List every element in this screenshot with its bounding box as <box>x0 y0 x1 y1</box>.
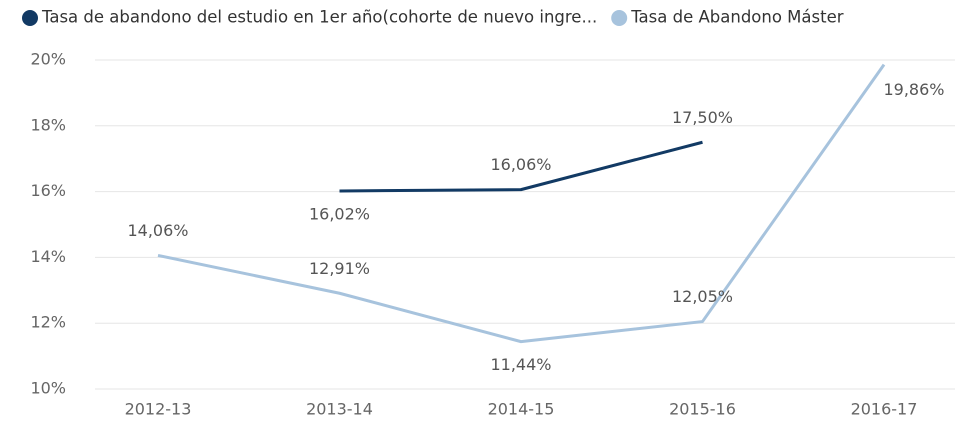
y-tick-label: 12% <box>30 313 66 332</box>
x-tick-label: 2014-15 <box>488 400 555 419</box>
y-tick-label: 10% <box>30 379 66 398</box>
legend-marker <box>22 10 38 26</box>
data-label: 14,06% <box>127 221 188 240</box>
data-label: 17,50% <box>672 108 733 127</box>
x-tick-label: 2015-16 <box>669 400 736 419</box>
y-tick-label: 20% <box>30 50 66 69</box>
x-tick-label: 2016-17 <box>851 400 918 419</box>
legend-marker <box>611 10 628 26</box>
y-tick-label: 16% <box>30 181 66 200</box>
x-tick-label: 2012-13 <box>125 400 192 419</box>
y-tick-label: 18% <box>30 115 66 134</box>
data-label: 12,05% <box>672 287 733 306</box>
data-label: 16,02% <box>309 204 370 223</box>
series-line <box>157 63 886 344</box>
x-tick-label: 2013-14 <box>306 400 373 419</box>
y-tick-label: 14% <box>30 247 66 266</box>
data-label: 11,44% <box>490 355 551 374</box>
data-label: 16,06% <box>490 155 551 174</box>
data-label: 12,91% <box>309 259 370 278</box>
legend-label: Tasa de Abandono Máster <box>630 8 844 27</box>
legend-label: Tasa de abandono del estudio en 1er año(… <box>41 8 597 27</box>
series-line <box>339 140 703 193</box>
data-label: 19,86% <box>883 80 944 99</box>
